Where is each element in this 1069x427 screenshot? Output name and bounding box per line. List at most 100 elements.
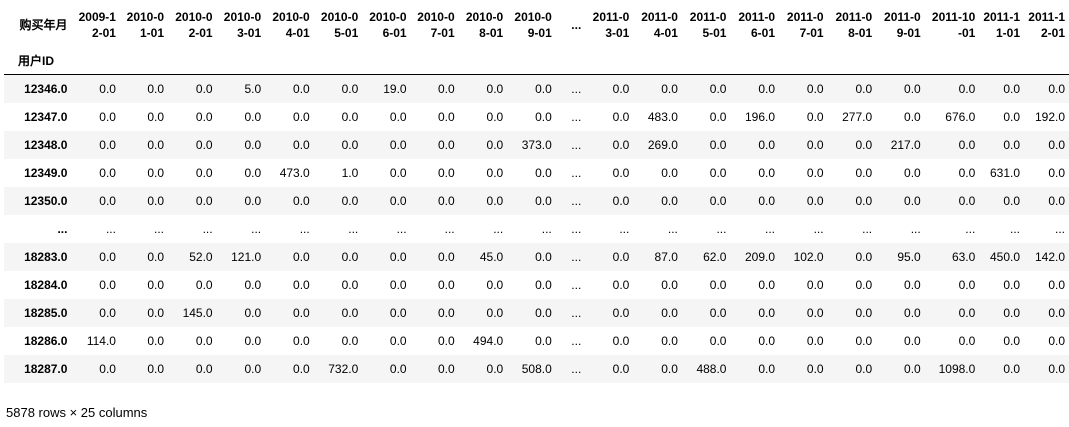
table-cell: 0.0 bbox=[195, 109, 213, 124]
table-cell: 87.0 bbox=[654, 249, 678, 264]
table-cell: 0.0 bbox=[709, 81, 727, 96]
table-cell: 0.0 bbox=[147, 137, 165, 152]
table-cell: 0.0 bbox=[437, 305, 455, 320]
table-row: 18286.0 114.0 0.0 0.0 0.0 0.0 0.0 0.0 0.0 494.0 0.… bbox=[4, 326, 1069, 355]
table-cell: 0.0 bbox=[341, 109, 359, 124]
table-cell: 0.0 bbox=[389, 137, 407, 152]
table-cell: 0.0 bbox=[195, 165, 213, 180]
table-cell: 0.0 bbox=[758, 193, 776, 208]
table-cell: 0.0 bbox=[99, 193, 116, 208]
table-cell: 0.0 bbox=[709, 305, 727, 320]
table-cell: 0.0 bbox=[1003, 193, 1021, 208]
table-cell: 0.0 bbox=[1003, 137, 1021, 152]
table-cell: 217.0 bbox=[890, 137, 921, 152]
table-cell: 0.0 bbox=[904, 81, 921, 96]
table-cell: ... bbox=[571, 221, 582, 236]
table-cell: 676.0 bbox=[945, 109, 976, 124]
table-row: 12348.0 0.0 0.0 0.0 0.0 0.0 0.0 0.0 0.0 0.0 373.0.… bbox=[4, 130, 1069, 159]
table-cell: 192.0 bbox=[1034, 109, 1065, 124]
table-cell: 0.0 bbox=[1003, 109, 1021, 124]
column-header: 2010-08-01 bbox=[465, 10, 504, 40]
table-cell: 0.0 bbox=[612, 277, 630, 292]
row-index-label: 18284.0 bbox=[24, 277, 68, 292]
table-cell: 0.0 bbox=[1003, 305, 1021, 320]
column-header: 2010-01-01 bbox=[126, 10, 165, 40]
table-cell: 0.0 bbox=[661, 277, 678, 292]
table-cell: 0.0 bbox=[99, 305, 116, 320]
table-cell: 0.0 bbox=[486, 165, 504, 180]
table-cell: 0.0 bbox=[341, 305, 359, 320]
index-row-spacer bbox=[507, 46, 556, 75]
table-cell: 0.0 bbox=[958, 137, 976, 152]
index-row-spacer bbox=[1024, 46, 1069, 75]
table-cell: 508.0 bbox=[521, 361, 552, 376]
table-cell: 0.0 bbox=[904, 277, 921, 292]
table-cell: 0.0 bbox=[661, 193, 678, 208]
table-cell: 0.0 bbox=[244, 109, 262, 124]
column-header: 2010-07-01 bbox=[417, 10, 455, 40]
table-cell: ... bbox=[571, 277, 582, 292]
table-cell: 473.0 bbox=[279, 165, 310, 180]
table-cell: 0.0 bbox=[437, 109, 455, 124]
table-cell: 0.0 bbox=[535, 165, 552, 180]
index-row-spacer bbox=[119, 46, 169, 75]
table-cell: 45.0 bbox=[479, 249, 504, 264]
index-row-spacer bbox=[730, 46, 780, 75]
table-cell: 450.0 bbox=[990, 249, 1021, 264]
table-cell: 0.0 bbox=[612, 361, 630, 376]
table-cell: 0.0 bbox=[758, 361, 776, 376]
table-cell: 0.0 bbox=[612, 333, 630, 348]
column-header: 2009-12-01 bbox=[78, 10, 116, 40]
table-cell: 0.0 bbox=[758, 333, 776, 348]
table-cell: 0.0 bbox=[99, 81, 116, 96]
table-cell: 0.0 bbox=[99, 165, 116, 180]
table-cell: ... bbox=[571, 109, 582, 124]
table-cell: 0.0 bbox=[99, 109, 116, 124]
table-cell: 0.0 bbox=[612, 165, 630, 180]
table-cell: 0.0 bbox=[341, 137, 359, 152]
table-cell: ... bbox=[765, 221, 776, 236]
table-cell: 0.0 bbox=[855, 249, 873, 264]
table-cell: 0.0 bbox=[341, 193, 359, 208]
table-cell: 0.0 bbox=[437, 333, 455, 348]
table-cell: 0.0 bbox=[293, 305, 310, 320]
index-row-spacer bbox=[313, 46, 363, 75]
table-body: 12346.0 0.0 0.0 0.0 5.0 0.0 0.0 19.0 0.0 0.0 0.0..… bbox=[4, 74, 1069, 383]
table-cell: 0.0 bbox=[806, 193, 824, 208]
table-cell: 0.0 bbox=[244, 165, 262, 180]
table-cell: 95.0 bbox=[897, 249, 921, 264]
table-cell: 0.0 bbox=[486, 277, 504, 292]
index-row-spacer bbox=[979, 46, 1025, 75]
column-header: 2010-05-01 bbox=[320, 10, 359, 40]
table-cell: ... bbox=[299, 221, 310, 236]
table-row: 12347.0 0.0 0.0 0.0 0.0 0.0 0.0 0.0 0.0 0.0 0.0...… bbox=[4, 102, 1069, 131]
table-cell: 0.0 bbox=[437, 81, 455, 96]
table-cell: 0.0 bbox=[244, 333, 262, 348]
table-cell: 0.0 bbox=[437, 361, 455, 376]
table-cell: 0.0 bbox=[486, 361, 504, 376]
table-cell: 0.0 bbox=[806, 277, 824, 292]
table-cell: 0.0 bbox=[709, 333, 727, 348]
table-cell: ... bbox=[862, 221, 873, 236]
table-cell: 0.0 bbox=[341, 249, 359, 264]
table-cell: 0.0 bbox=[293, 249, 310, 264]
row-index-label: 12348.0 bbox=[24, 137, 68, 152]
index-row-spacer bbox=[216, 46, 266, 75]
column-header-row: 购买年月 2009-12-01 2010-01-01 2010-02-01 2010-… bbox=[4, 4, 1069, 46]
table-cell: 0.0 bbox=[709, 165, 727, 180]
table-cell: 0.0 bbox=[958, 305, 976, 320]
column-header: 2011-12-01 bbox=[1028, 10, 1065, 40]
table-cell: 0.0 bbox=[758, 81, 776, 96]
table-cell: 102.0 bbox=[793, 249, 824, 264]
table-cell: 0.0 bbox=[147, 249, 165, 264]
table-cell: 0.0 bbox=[612, 305, 630, 320]
table-cell: 1.0 bbox=[341, 165, 359, 180]
table-cell: 0.0 bbox=[612, 249, 630, 264]
table-cell: ... bbox=[396, 221, 407, 236]
table-cell: 0.0 bbox=[612, 81, 630, 96]
index-row-spacer bbox=[555, 46, 586, 75]
table-cell: 0.0 bbox=[806, 109, 824, 124]
table-cell: 0.0 bbox=[806, 81, 824, 96]
table-cell: 0.0 bbox=[709, 277, 727, 292]
